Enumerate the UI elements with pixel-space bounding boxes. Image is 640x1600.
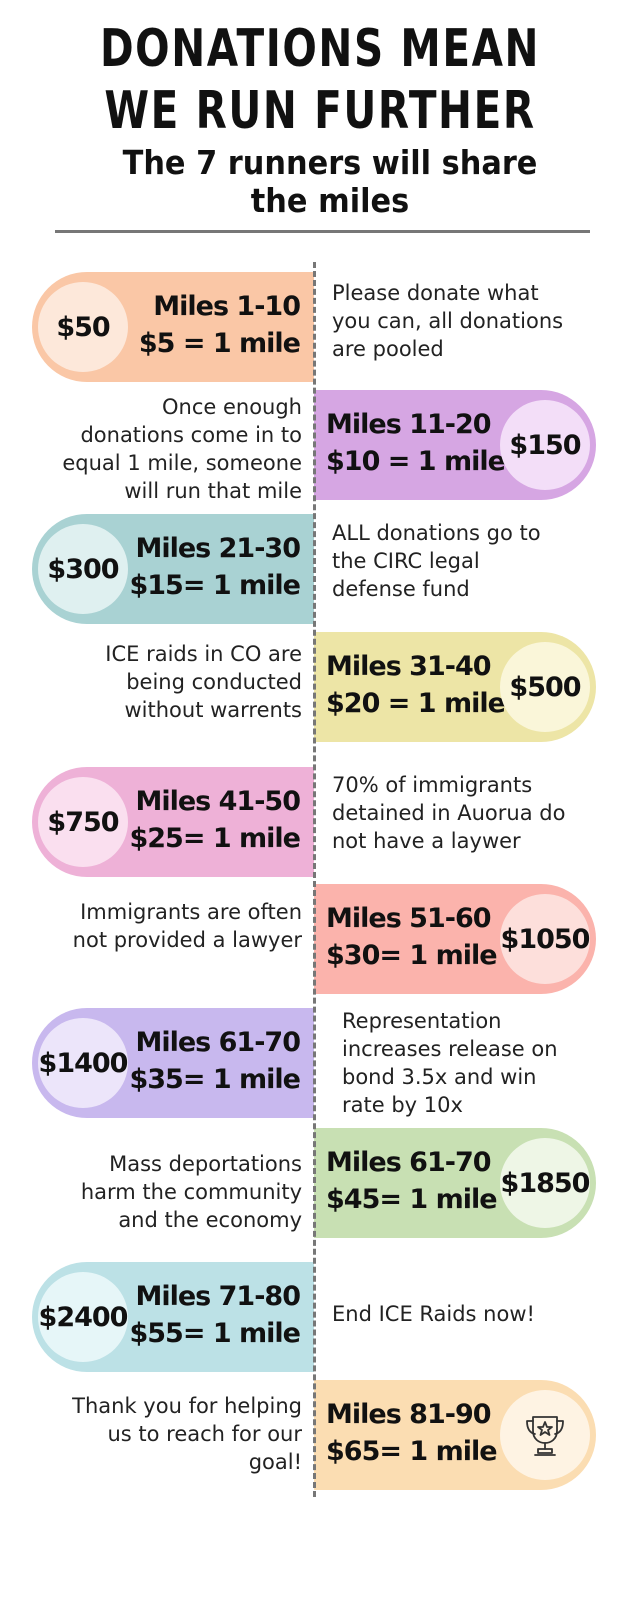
tier-note-9: End ICE Raids now! [332,1302,535,1326]
tier-pill-10: Miles 81-90 $65= 1 mile [314,1380,596,1490]
tier-rate: $30= 1 mile [326,940,498,971]
tier-note-6: Immigrants are often not provided a lawy… [72,900,302,952]
title-line-1: DONATIONS MEAN [99,19,541,79]
tier-rate: $10 = 1 mile [326,446,506,477]
tier-pill-8: Miles 61-70 $45= 1 mile $1850 [314,1128,596,1238]
tier-note-1: Please donate what you can, all donation… [332,281,564,361]
tier-miles-block: Miles 81-90 $65= 1 mile [326,1396,498,1470]
tier-miles-range: Miles 71-80 [135,1281,301,1312]
tier-amount-circle: $2400 [38,1272,128,1362]
tier-pill-3: $300 Miles 21-30 $15= 1 mile [32,514,314,624]
tier-miles-block: Miles 71-80 $55= 1 mile [129,1278,301,1352]
tier-note-10: Thank you for helping us to reach for ou… [72,1394,302,1474]
tier-amount-circle: $300 [38,524,128,614]
tier-miles-block: Miles 41-50 $25= 1 mile [129,783,301,857]
tier-note-2: Once enough donations come in to equal 1… [62,395,302,503]
tier-pill-4: Miles 31-40 $20 = 1 mile $500 [314,632,596,742]
tier-amount-circle: $750 [38,777,128,867]
tier-pill-2: Miles 11-20 $10 = 1 mile $150 [314,390,596,500]
tier-rate: $45= 1 mile [326,1184,498,1215]
tier-miles-block: Miles 21-30 $15= 1 mile [129,530,301,604]
tier-miles-block: Miles 1-10 $5 = 1 mile [138,288,301,362]
tier-note-7: Representation increases release on bond… [342,1009,558,1117]
tier-note-8: Mass deportations harm the community and… [80,1152,302,1232]
trophy-circle [500,1390,590,1480]
tier-amount-circle: $1400 [38,1018,128,1108]
tier-pill-5: $750 Miles 41-50 $25= 1 mile [32,767,314,877]
tier-miles-block: Miles 51-60 $30= 1 mile [326,900,498,974]
tier-miles-range: Miles 31-40 [326,651,492,682]
tier-pill-6: Miles 51-60 $30= 1 mile $1050 [314,884,596,994]
tier-rate: $55= 1 mile [129,1318,301,1349]
tier-miles-range: Miles 1-10 [153,291,301,322]
tier-miles-range: Miles 51-60 [326,903,492,934]
tier-miles-block: Miles 31-40 $20 = 1 mile [326,648,506,722]
tier-miles-block: Miles 61-70 $35= 1 mile [129,1024,301,1098]
trophy-icon [526,1416,564,1456]
tier-pill-7: $1400 Miles 61-70 $35= 1 mile [32,1008,314,1118]
tier-rate: $20 = 1 mile [326,688,506,719]
tier-rate: $65= 1 mile [326,1436,498,1467]
page-title: DONATIONS MEAN WE RUN FURTHER [70,18,569,142]
tier-rate: $25= 1 mile [129,823,301,854]
title-line-2: WE RUN FURTHER [104,81,536,141]
tier-miles-range: Miles 21-30 [135,533,301,564]
tier-note-5: 70% of immigrants detained in Auorua do … [332,773,566,853]
tier-note-3: ALL donations go to the CIRC legal defen… [332,521,541,601]
tier-amount-circle: $1850 [500,1138,590,1228]
tier-amount-circle: $1050 [500,894,590,984]
tier-amount-circle: $50 [38,282,128,372]
timeline-spine [313,262,316,1497]
tier-miles-range: Miles 11-20 [326,409,492,440]
tier-miles-range: Miles 81-90 [326,1399,492,1430]
tier-miles-range: Miles 61-70 [326,1147,492,1178]
tier-rate: $35= 1 mile [129,1064,301,1095]
tier-amount-circle: $150 [500,400,590,490]
tier-rate: $5 = 1 mile [138,328,301,359]
tier-amount-circle: $500 [500,642,590,732]
tier-note-4: ICE raids in CO are being conducted with… [105,642,302,722]
tier-pill-9: $2400 Miles 71-80 $55= 1 mile [32,1262,314,1372]
tier-miles-range: Miles 61-70 [135,1027,301,1058]
tier-rate: $15= 1 mile [129,570,301,601]
page-subtitle: The 7 runners will share the miles [122,143,538,220]
tier-miles-block: Miles 61-70 $45= 1 mile [326,1144,498,1218]
tier-miles-block: Miles 11-20 $10 = 1 mile [326,406,506,480]
tier-miles-range: Miles 41-50 [135,786,301,817]
title-divider [55,230,590,233]
tier-pill-1: $50 Miles 1-10 $5 = 1 mile [32,272,314,382]
